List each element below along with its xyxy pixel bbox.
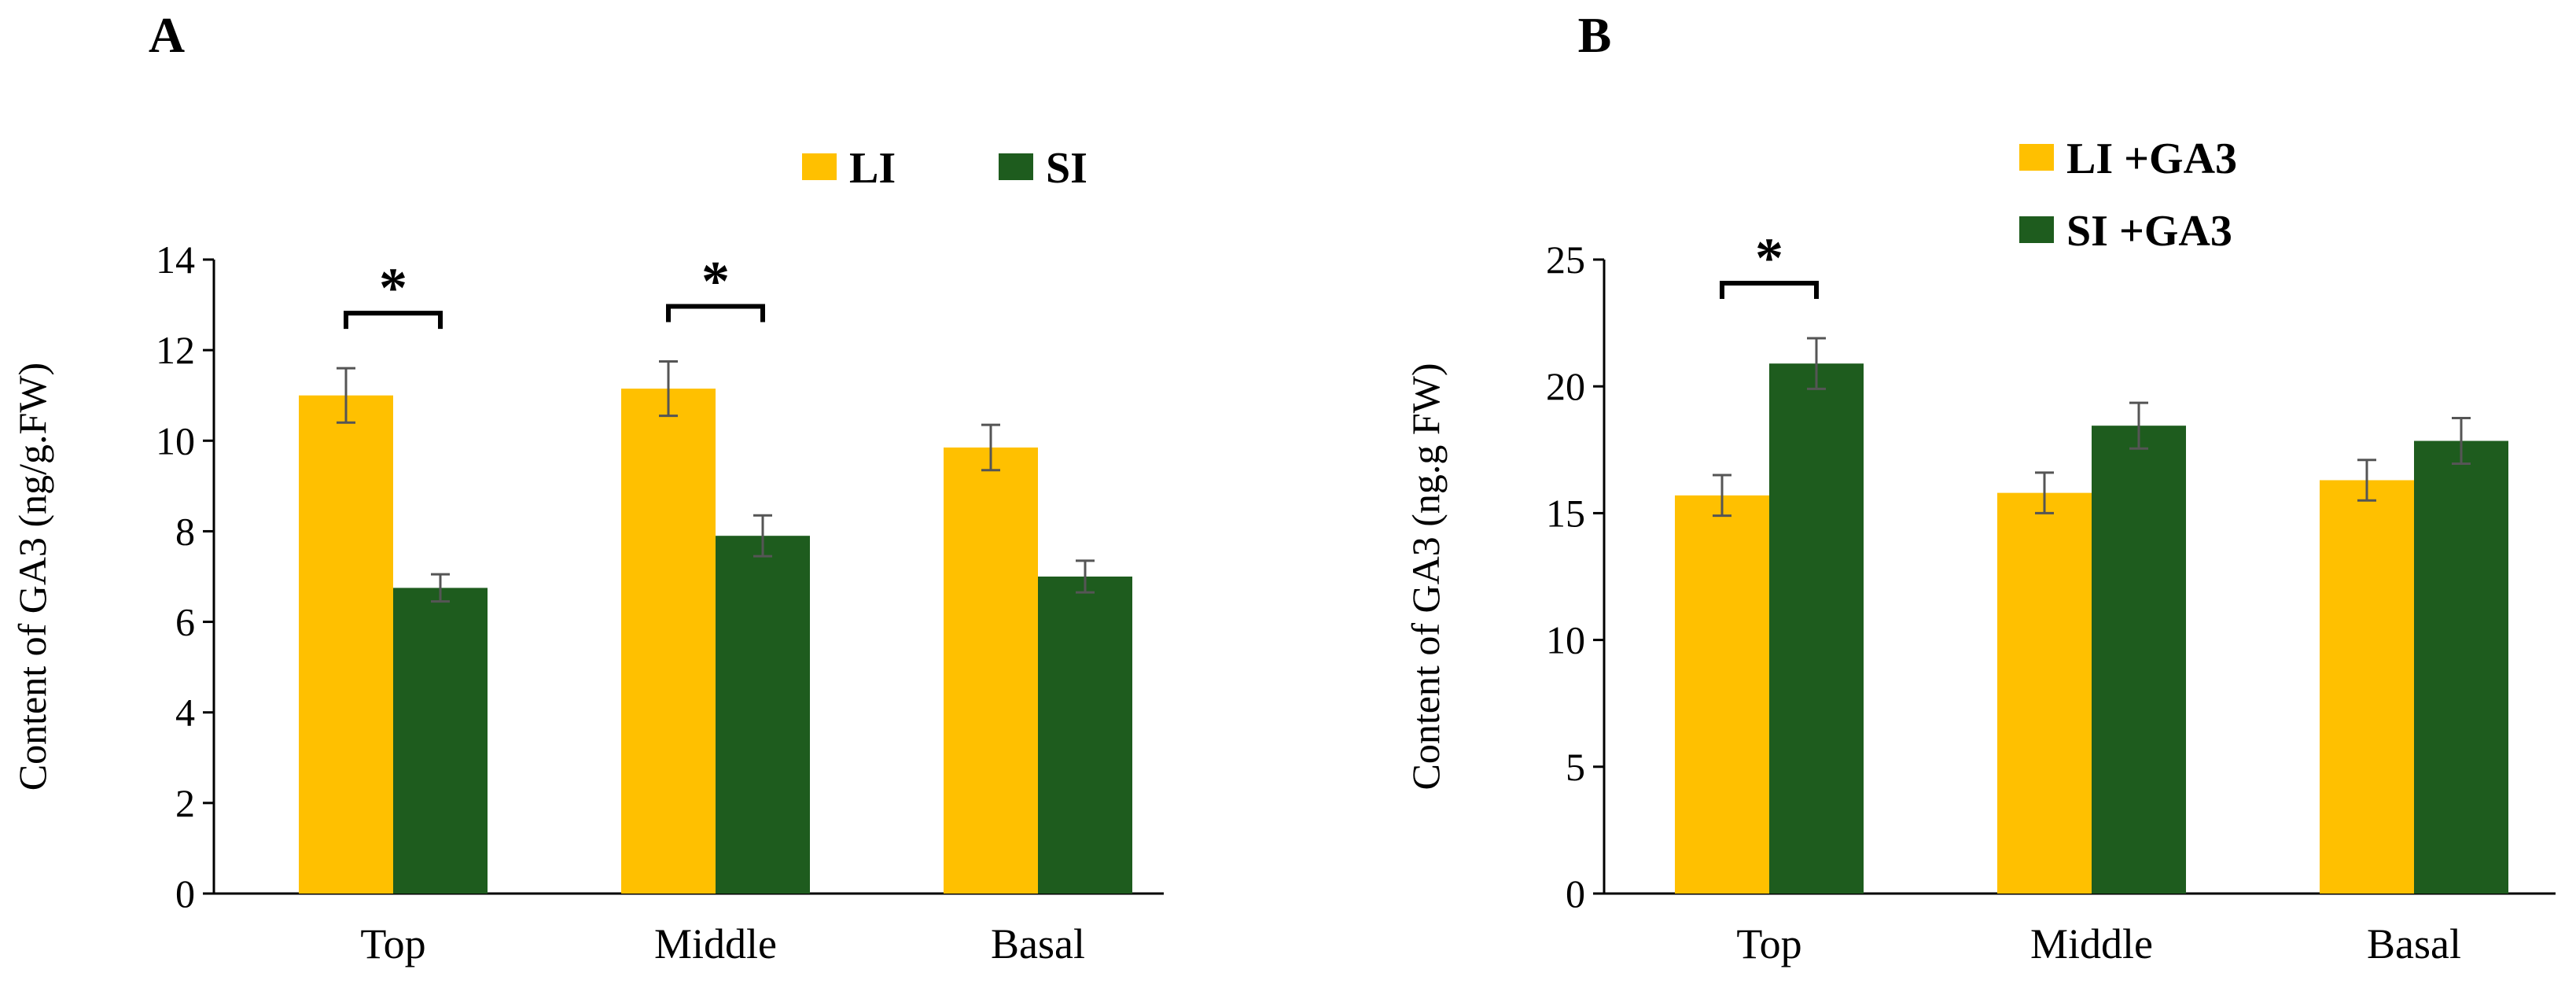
panel-a-error-bar-basal-2 xyxy=(1076,559,1095,594)
panel-a-significance-label-0: * xyxy=(379,256,407,319)
panel-a-x-tick-label-2: Basal xyxy=(991,920,1085,967)
panel-b-error-bar-middle-1 xyxy=(2035,471,2054,514)
panel-b-error-bar-basal-1 xyxy=(2357,459,2376,502)
panel-a-bar-middle-1 xyxy=(621,389,716,894)
panel-a-y-tick-label-6: 12 xyxy=(156,328,195,372)
panel-a-legend-label-2: SI xyxy=(1046,144,1087,193)
panel-a-bar-top-2 xyxy=(393,588,488,894)
panel-b-significance-label-0: * xyxy=(1755,227,1783,289)
panel-a-error-bar-top-1 xyxy=(337,367,355,424)
panel-a-y-tick-label-2: 4 xyxy=(175,691,195,735)
panel-a-x-tick-label-0: Top xyxy=(360,920,425,967)
panel-a-legend-swatch-1 xyxy=(802,153,837,180)
panel-a-error-bar-top-2 xyxy=(431,573,450,603)
panel-a-bar-middle-2 xyxy=(716,536,810,894)
panel-b-y-axis-title: Content of GA3 (ng.g FW) xyxy=(1404,363,1448,791)
panel-a-y-tick-label-1: 2 xyxy=(175,781,195,825)
panel-a-significance-bracket-1 xyxy=(666,304,765,322)
panel-a-error-bar-basal-1 xyxy=(981,423,1000,472)
panel-a-y-tick-label-7: 14 xyxy=(156,238,195,282)
panel-b-legend-swatch-2 xyxy=(2019,216,2054,243)
panel-a-legend-swatch-2 xyxy=(999,153,1033,180)
panel-a-label: A xyxy=(149,7,185,63)
panel-b-x-tick-label-2: Basal xyxy=(2367,920,2461,967)
panel-b-error-bar-middle-2 xyxy=(2129,401,2148,450)
panel-b-x-tick-label-0: Top xyxy=(1736,920,1801,967)
panel-a-y-axis-title: Content of GA3 (ng/g.FW) xyxy=(10,363,54,791)
panel-a-significance-label-1: * xyxy=(701,250,730,313)
panel-b-legend-label-1: LI +GA3 xyxy=(2066,135,2237,183)
panel-a-y-tick-label-3: 6 xyxy=(175,600,195,644)
panel-a-x-tick-label-1: Middle xyxy=(654,920,777,967)
panel-b-y-tick-label-3: 15 xyxy=(1546,491,1585,535)
panel-a-y-tick-label-4: 8 xyxy=(175,509,195,553)
panel-a-bar-basal-1 xyxy=(944,447,1038,894)
panel-a-error-bar-middle-1 xyxy=(659,360,678,418)
panel-b-y-tick-label-5: 25 xyxy=(1546,238,1585,282)
panel-b-y-tick-label-0: 0 xyxy=(1566,872,1585,916)
panel-b-chart: B 0 5 10 15 20 25 Content of GA3 (ng.g FW) Top Mi… xyxy=(1404,7,2556,967)
panel-b-bar-middle-2 xyxy=(2092,426,2186,894)
panel-b-y-tick-label-4: 20 xyxy=(1546,364,1585,408)
panel-b-legend-swatch-1 xyxy=(2019,144,2054,171)
panel-a-bar-top-1 xyxy=(299,395,393,894)
panel-b-bar-top-2 xyxy=(1769,363,1864,894)
panel-b-bar-middle-1 xyxy=(1997,492,2092,894)
panel-a-significance-bracket-0 xyxy=(344,311,443,330)
panel-a-y-tick-label-0: 0 xyxy=(175,872,195,916)
panel-b-y-tick-label-2: 10 xyxy=(1546,618,1585,662)
panel-a-y-tick-label-5: 10 xyxy=(156,418,195,463)
panel-b-bar-top-1 xyxy=(1675,495,1769,894)
panel-a-bar-basal-2 xyxy=(1038,577,1132,894)
panel-b-bar-basal-2 xyxy=(2414,440,2508,894)
panel-b-error-bar-basal-2 xyxy=(2452,417,2471,466)
panel-b-x-tick-label-1: Middle xyxy=(2030,920,2153,967)
panel-b-error-bar-top-1 xyxy=(1713,474,1731,518)
panel-b-label: B xyxy=(1578,7,1612,63)
panel-a-legend-label-1: LI xyxy=(849,144,896,193)
panel-b-significance-bracket-0 xyxy=(1720,280,1819,299)
panel-a-chart: A 0 2 4 6 8 10 12 14 Content of GA3 (ng/g.FW) Top M… xyxy=(10,7,1164,967)
panel-b-y-tick-label-1: 5 xyxy=(1566,745,1585,789)
panel-b-bar-basal-1 xyxy=(2320,480,2414,894)
panel-b-error-bar-top-2 xyxy=(1807,337,1826,390)
panel-b-legend-label-2: SI +GA3 xyxy=(2066,207,2232,256)
panel-a-error-bar-middle-2 xyxy=(753,514,772,558)
